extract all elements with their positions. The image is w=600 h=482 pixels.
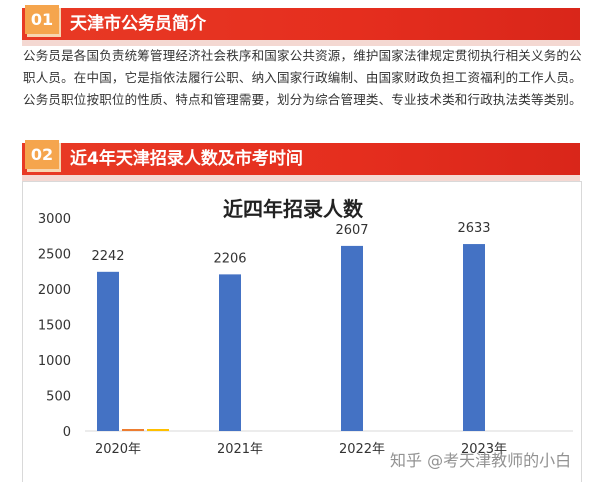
section-header-recruitment: 02 近4年天津招录人数及市考时间	[22, 140, 580, 181]
bar-2023年	[463, 244, 485, 431]
x-category-label: 2023年	[461, 442, 507, 457]
section-header-intro: 01 天津市公务员简介	[22, 5, 580, 46]
section-title: 天津市公务员简介	[70, 14, 206, 34]
data-label: 2633	[457, 221, 490, 236]
x-category-label: 2020年	[95, 442, 141, 457]
y-tick-label: 2000	[38, 283, 71, 298]
x-category-label: 2022年	[339, 442, 385, 457]
section-title: 近4年天津招录人数及市考时间	[70, 149, 303, 169]
x-category-label: 2021年	[217, 442, 263, 457]
data-label: 2607	[335, 223, 368, 238]
y-tick-label: 1000	[38, 354, 71, 369]
recruitment-chart: 近四年招录人数 0 500 1000 1500 2000 2500 3000 2242 2020…	[22, 181, 582, 482]
y-tick-label: 2500	[38, 248, 71, 263]
header-underline	[22, 175, 580, 181]
section-number-badge: 02	[25, 140, 59, 169]
y-tick-label: 1500	[38, 319, 71, 334]
chart-title: 近四年招录人数	[223, 197, 364, 221]
data-label: 2206	[213, 251, 246, 266]
y-tick-label: 3000	[38, 212, 71, 227]
bar-chart-svg: 近四年招录人数 0 500 1000 1500 2000 2500 3000 2242 2020…	[38, 197, 573, 457]
header-underline	[22, 40, 580, 46]
y-tick-label: 500	[46, 390, 71, 405]
bar-2020年	[122, 429, 144, 431]
watermark: 知乎 @考天津教师的小白	[390, 451, 572, 470]
bar-2022年	[341, 245, 363, 431]
bar-2020年	[147, 429, 169, 431]
bar-2020年	[97, 271, 119, 431]
section-number-badge: 01	[25, 5, 59, 34]
bar-2021年	[219, 274, 241, 431]
y-tick-label: 0	[63, 425, 71, 440]
intro-paragraph: 公务员是各国负责统筹管理经济社会秩序和国家公共资源，维护国家法律规定贯彻执行相关…	[23, 48, 582, 107]
data-label: 2242	[91, 249, 124, 264]
